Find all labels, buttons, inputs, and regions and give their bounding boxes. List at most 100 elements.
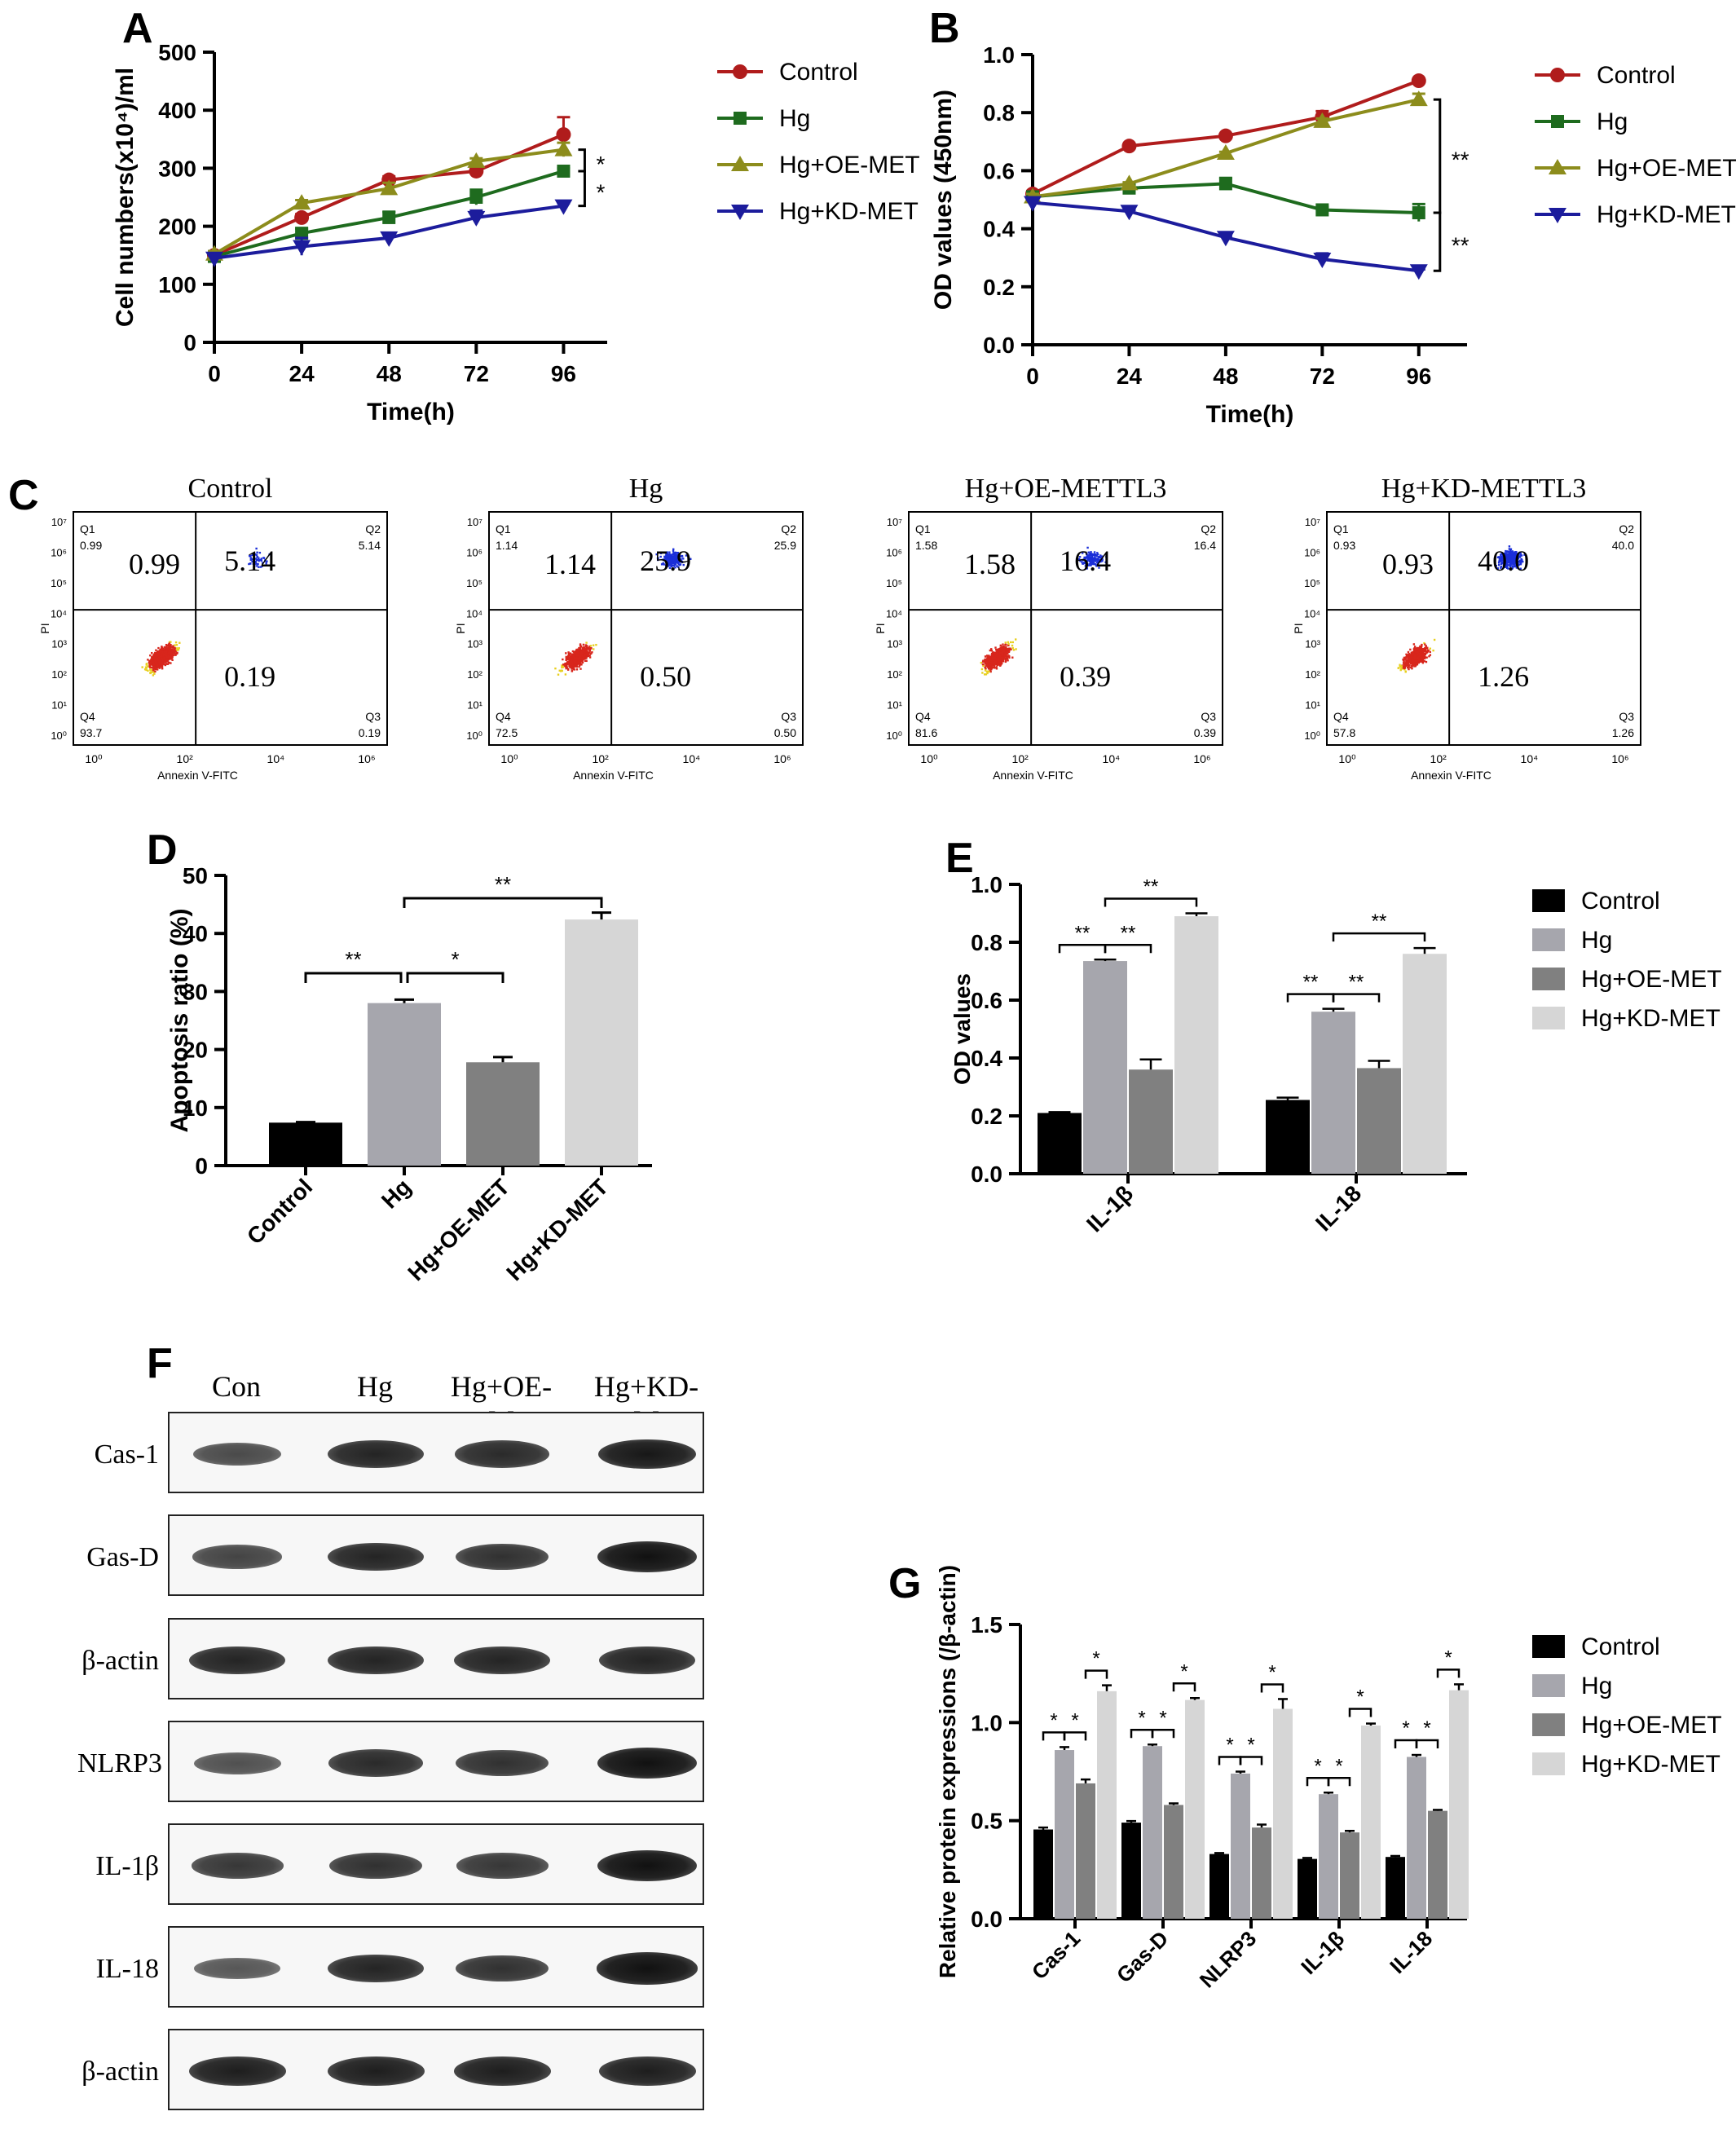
- event-dot: [589, 645, 593, 647]
- y-axis-title: Relative protein expressions (/β-actin): [935, 1565, 960, 1978]
- event-dot: [568, 660, 571, 663]
- event-dot: [571, 650, 575, 653]
- event-dot: [156, 662, 158, 664]
- event-dot: [175, 652, 178, 655]
- event-dot: [993, 652, 995, 655]
- significance-star: **: [1303, 972, 1319, 994]
- event-dot: [989, 659, 992, 662]
- event-dot: [1093, 562, 1095, 566]
- event-dot: [1513, 551, 1516, 553]
- event-dot: [1428, 655, 1430, 658]
- event-dot: [994, 655, 997, 657]
- event-dot: [1406, 660, 1408, 663]
- event-dot: [1095, 553, 1098, 557]
- event-dot: [1399, 668, 1402, 672]
- event-dot: [666, 556, 668, 559]
- event-dot: [1502, 564, 1505, 566]
- event-dot: [999, 664, 1002, 667]
- event-dot: [1510, 558, 1513, 561]
- event-dot: [1404, 663, 1407, 666]
- event-dot: [1086, 567, 1089, 570]
- event-dot: [165, 663, 168, 665]
- chart-e-y-tick-label: 0.8: [971, 930, 1002, 955]
- event-dot: [575, 657, 577, 660]
- event-dot: [672, 558, 675, 562]
- event-dot: [672, 548, 675, 551]
- plot-title: Hg+KD-METTL3: [1381, 474, 1586, 504]
- event-dot: [588, 650, 591, 652]
- event-dot: [580, 651, 583, 655]
- y-tick-label: 10⁷: [467, 516, 482, 528]
- series-marker: [1121, 139, 1137, 154]
- event-dot: [662, 558, 664, 561]
- event-dot: [1403, 662, 1405, 665]
- event-dot: [985, 658, 989, 661]
- event-dot: [581, 661, 584, 664]
- y-tick-label: 10¹: [51, 699, 67, 712]
- event-dot: [668, 566, 672, 569]
- event-dot: [1413, 665, 1416, 668]
- legend-marker: [733, 64, 747, 79]
- event-dot: [1411, 658, 1414, 660]
- event-dot: [985, 664, 988, 667]
- event-dot: [1412, 648, 1416, 650]
- legend-swatch: [1532, 968, 1565, 990]
- event-dot: [155, 661, 157, 663]
- event-dot: [1095, 561, 1099, 563]
- blot-row-label: Gas-D: [86, 1542, 159, 1572]
- event-dot: [1416, 646, 1418, 650]
- event-dot: [1011, 646, 1014, 650]
- event-dot: [1004, 660, 1007, 663]
- event-dot: [1497, 564, 1500, 566]
- event-dot: [251, 558, 254, 561]
- event-dot: [1523, 553, 1526, 556]
- blot-band: [328, 1954, 424, 1983]
- event-dot: [153, 668, 156, 670]
- legend-swatch: [1532, 928, 1565, 951]
- event-dot: [1001, 646, 1003, 648]
- legend-label: Hg+OE-MET: [1581, 1712, 1722, 1739]
- event-dot: [178, 646, 180, 650]
- event-dot: [1509, 558, 1511, 562]
- event-dot: [255, 562, 258, 565]
- event-dot: [1096, 553, 1099, 556]
- x-tick-label: NLRP3: [1195, 1926, 1261, 1992]
- event-dot: [1409, 661, 1412, 664]
- y-tick-label: 10³: [467, 638, 482, 650]
- event-dot: [255, 558, 258, 562]
- event-dot: [572, 664, 575, 668]
- panel-label-a: A: [122, 5, 153, 52]
- x-tick-label: 10²: [177, 752, 194, 765]
- event-dot: [1099, 554, 1102, 557]
- event-dot: [672, 553, 676, 556]
- event-dot: [668, 560, 672, 562]
- q1-big-value: 1.58: [964, 548, 1016, 580]
- x-tick-label: 10²: [1012, 752, 1029, 765]
- event-dot: [1408, 663, 1411, 666]
- event-dot: [1514, 562, 1518, 564]
- blot-membrane: [168, 2029, 704, 2110]
- event-dot: [990, 656, 993, 659]
- event-dot: [150, 659, 153, 662]
- event-dot: [669, 557, 672, 559]
- event-dot: [1411, 665, 1414, 668]
- event-dot: [1514, 551, 1518, 553]
- x-tick-label: Hg+KD-MET: [501, 1174, 613, 1285]
- event-dot: [1503, 553, 1506, 555]
- event-dot: [1513, 555, 1516, 558]
- significance-star: **: [495, 872, 511, 897]
- blot-row-label: Cas-1: [94, 1439, 159, 1470]
- event-dot: [569, 652, 572, 655]
- significance-star: *: [1356, 1686, 1364, 1708]
- chart-d-y-tick-label: 50: [183, 863, 208, 888]
- event-dot: [988, 670, 990, 673]
- q3-big-value: 0.50: [640, 660, 691, 693]
- event-dot: [1088, 562, 1091, 566]
- event-dot: [573, 656, 576, 659]
- event-dot: [987, 658, 990, 661]
- event-dot: [1407, 662, 1410, 664]
- event-dot: [1503, 557, 1505, 559]
- significance-star: *: [1092, 1648, 1099, 1670]
- event-dot: [981, 672, 984, 674]
- event-dot: [584, 653, 586, 655]
